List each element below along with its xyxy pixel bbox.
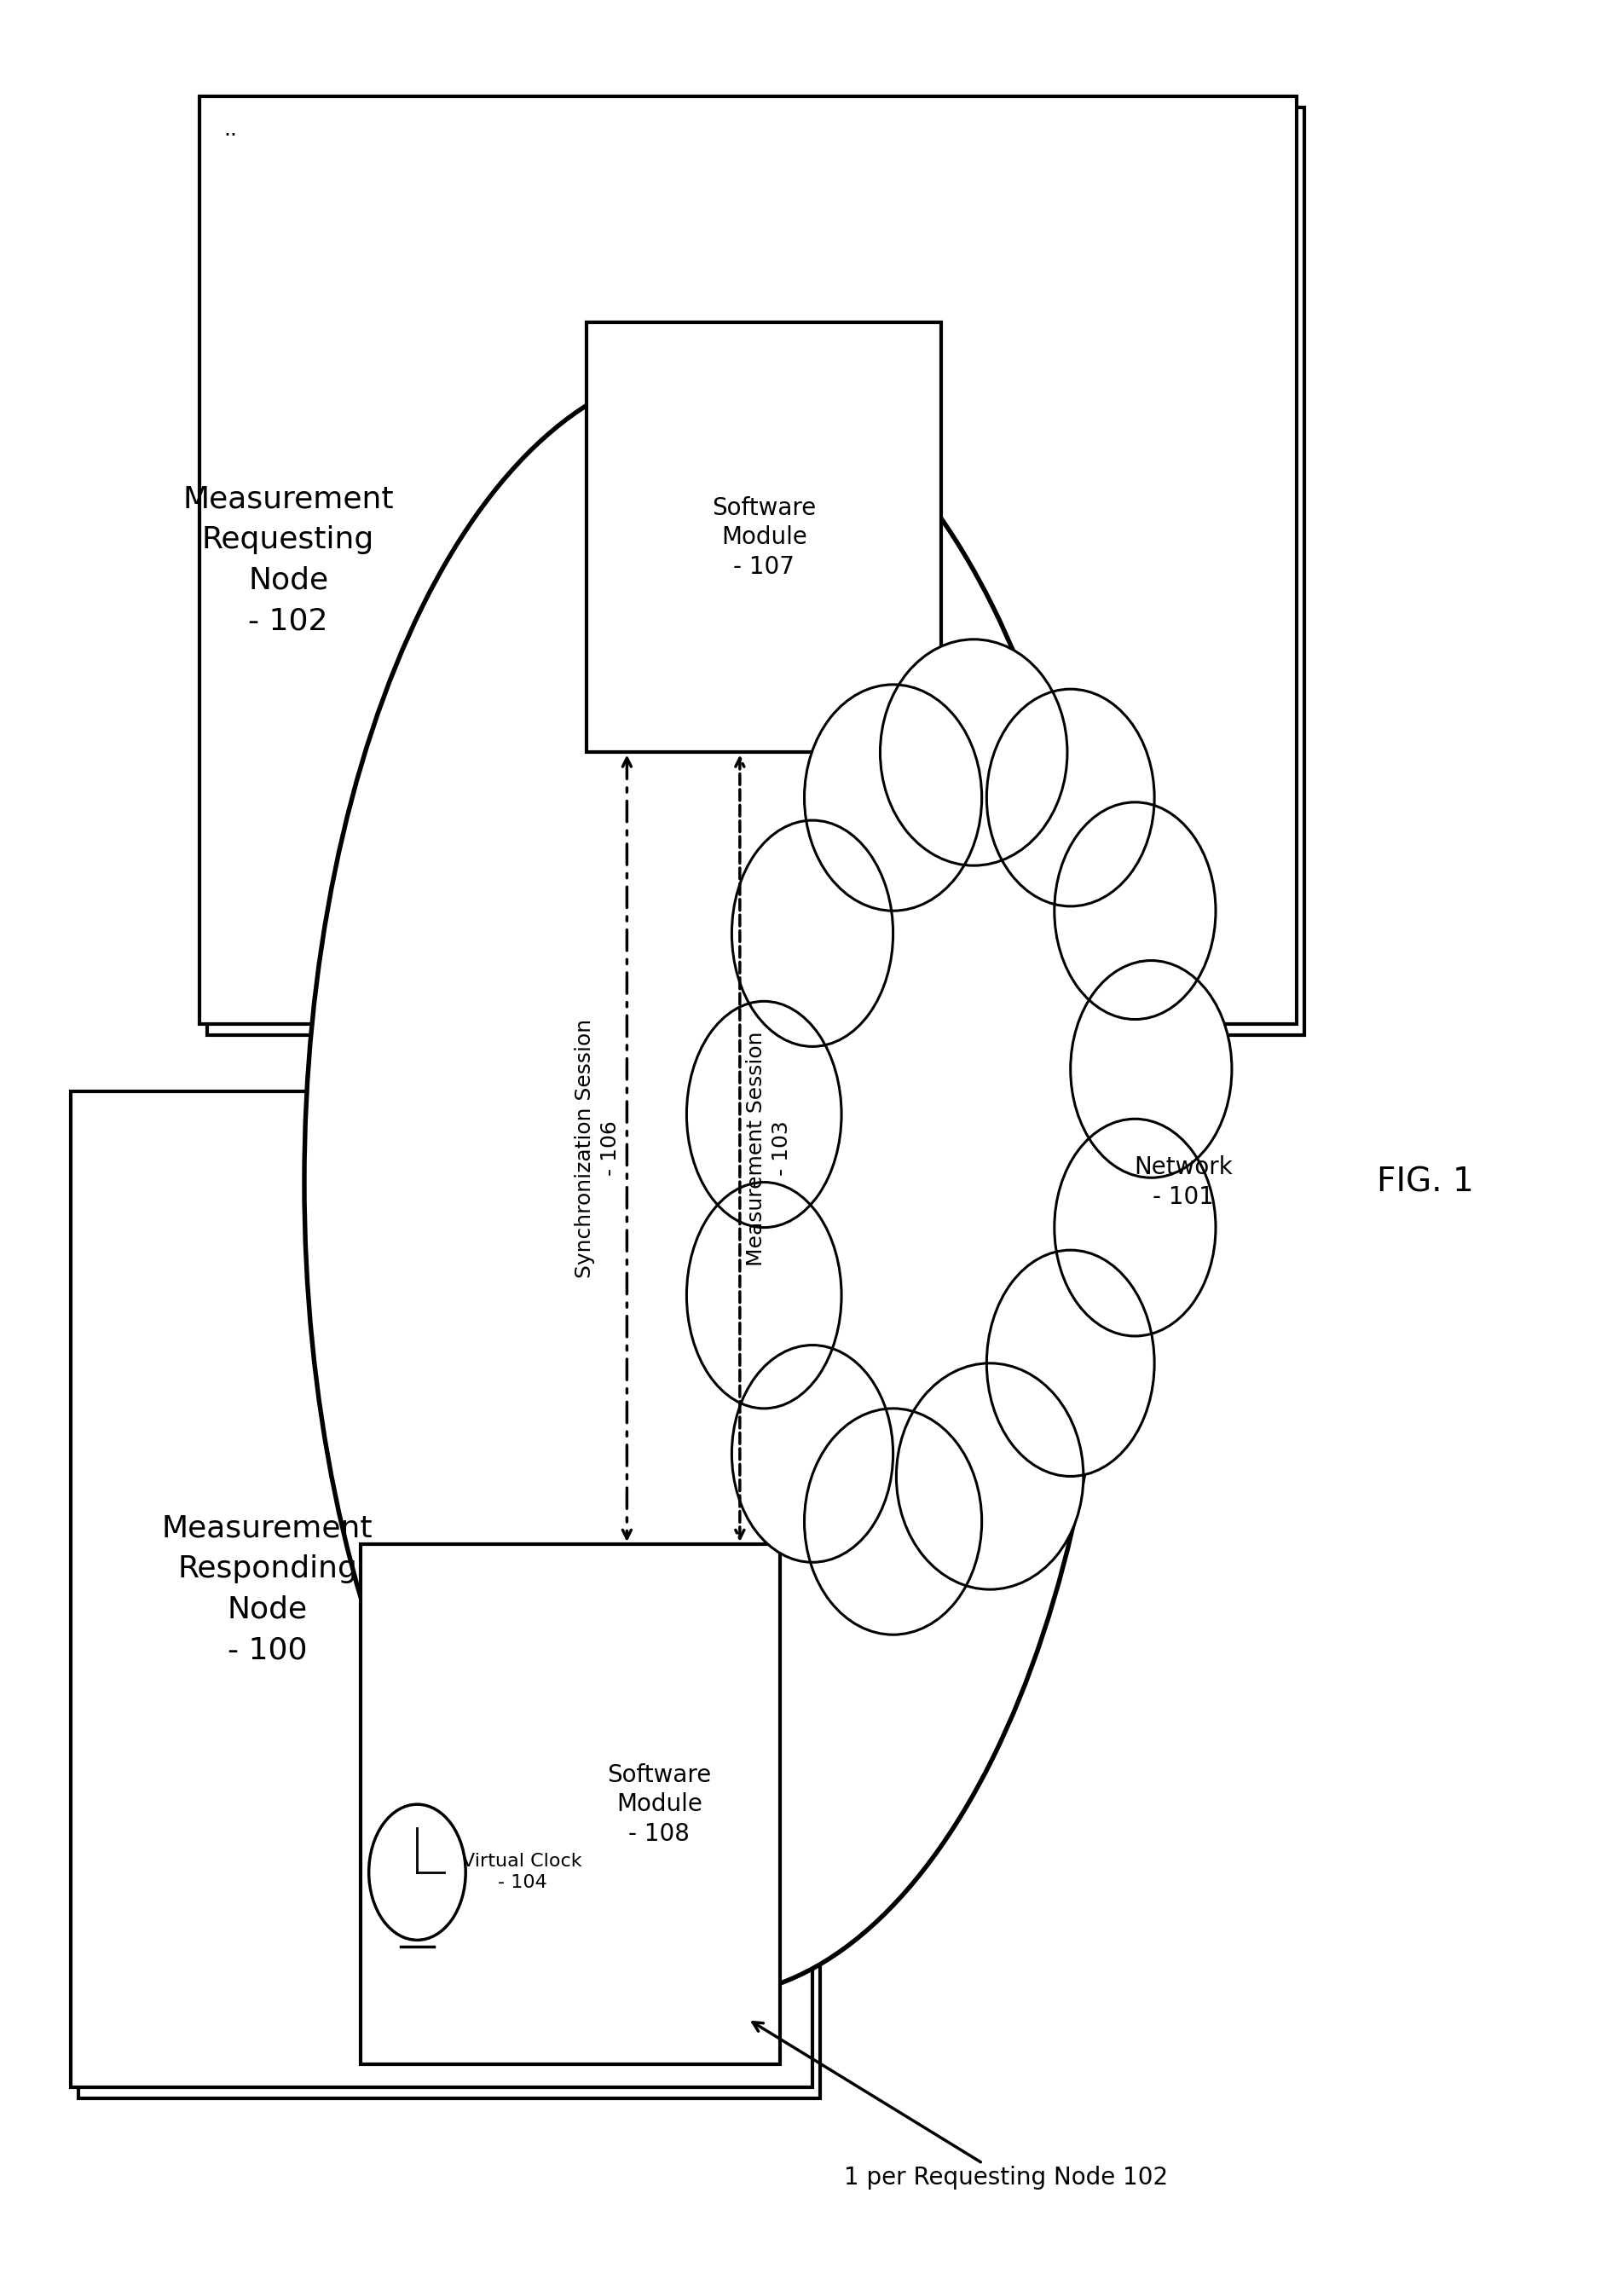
- Text: FIG. 1: FIG. 1: [1376, 1167, 1473, 1198]
- Ellipse shape: [304, 368, 1111, 1997]
- Text: Network
- 101: Network - 101: [1134, 1155, 1233, 1210]
- Ellipse shape: [986, 1251, 1153, 1476]
- Ellipse shape: [880, 639, 1067, 866]
- Text: Synchronization Session
- 106: Synchronization Session - 106: [575, 1019, 620, 1278]
- Ellipse shape: [804, 684, 981, 912]
- Bar: [586, 323, 940, 753]
- Circle shape: [369, 1803, 466, 1940]
- Ellipse shape: [1054, 1119, 1215, 1337]
- Ellipse shape: [804, 1408, 981, 1635]
- Ellipse shape: [687, 1182, 841, 1408]
- Text: Measurement
Requesting
Node
- 102: Measurement Requesting Node - 102: [182, 484, 393, 634]
- Text: 1 per Requesting Node 102: 1 per Requesting Node 102: [752, 2022, 1168, 2190]
- Text: Software
Module
- 108: Software Module - 108: [607, 1762, 711, 1846]
- Ellipse shape: [1070, 960, 1231, 1178]
- Ellipse shape: [896, 1362, 1083, 1590]
- Text: Measurement Session
- 103: Measurement Session - 103: [745, 1030, 791, 1267]
- Ellipse shape: [796, 866, 1150, 1499]
- Bar: [78, 1103, 820, 2099]
- Ellipse shape: [986, 689, 1153, 907]
- Bar: [208, 107, 1304, 1035]
- Bar: [70, 1092, 812, 2088]
- Ellipse shape: [731, 1346, 893, 1562]
- Text: Measurement
Responding
Node
- 100: Measurement Responding Node - 100: [162, 1514, 372, 1665]
- Text: Software
Module
- 107: Software Module - 107: [711, 496, 815, 580]
- Ellipse shape: [1054, 803, 1215, 1019]
- Text: ..: ..: [224, 118, 237, 139]
- Ellipse shape: [731, 821, 893, 1046]
- Bar: [361, 1544, 780, 2065]
- Bar: [200, 96, 1296, 1023]
- Text: Virtual Clock
- 104: Virtual Clock - 104: [461, 1853, 581, 1892]
- Ellipse shape: [687, 1001, 841, 1228]
